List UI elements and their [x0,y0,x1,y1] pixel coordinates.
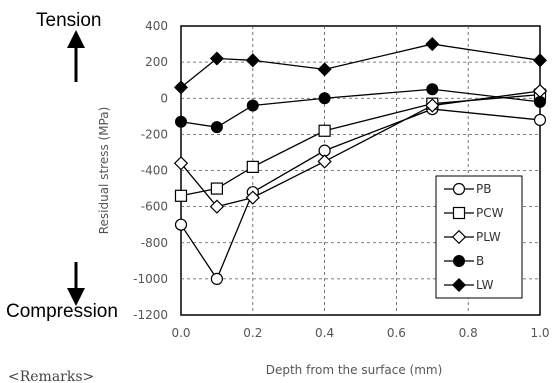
tension-arrow-icon [67,30,85,82]
data-point-lw [245,53,260,68]
y-tick-label: -200 [141,127,168,141]
series-lines [180,43,541,281]
legend-marker-plw [451,229,467,245]
data-point-b [534,95,546,108]
legend-label-pb: PB [476,182,491,196]
tension-label: Tension [36,10,102,31]
legend-marker-b [453,255,465,267]
remarks-label: <Remarks> [8,369,94,383]
legend-marker-pb [452,182,466,196]
legend-marker-pcw [452,206,466,220]
series-line-pb [180,108,541,281]
series-line-plw [180,90,541,208]
legend-label-pcw: PCW [476,206,504,220]
data-point-b [318,92,331,105]
data-point-pb [174,218,188,231]
data-point-pcw [318,124,331,137]
x-tick-label: 0.4 [315,326,334,340]
data-point-lw [425,37,440,52]
y-tick-label: 400 [145,19,168,33]
data-point-lw [317,62,332,77]
data-point-b [426,83,439,96]
data-point-lw [209,51,224,66]
x-axis-ticks: 0.0 0.2 0.4 0.6 0.8 1.0 [171,326,549,340]
data-point-lw [173,80,189,95]
y-tick-label: -400 [141,164,168,178]
legend: PB PCW PLW B LW [435,175,523,299]
series-line-lw [180,43,541,88]
data-point-plw [245,190,260,205]
data-point-b [175,115,187,128]
series-markers [173,37,548,285]
legend-label-plw: PLW [476,230,501,244]
x-tick-label: 0.2 [243,326,262,340]
data-point-b [246,99,259,112]
y-tick-label: 0 [160,91,168,105]
x-tick-label: 0.6 [387,326,406,340]
legend-label-b: B [476,254,484,268]
x-tick-label: 1.0 [530,326,549,340]
data-point-plw [173,156,189,171]
y-tick-label: -1000 [133,272,168,286]
y-tick-label: -600 [141,200,168,214]
data-point-lw [532,53,548,68]
compression-arrow-icon [67,262,85,306]
x-tick-label: 0.0 [171,326,190,340]
y-axis-label: Residual stress (MPa) [97,107,111,235]
series-line-b [180,88,541,128]
x-axis-label: Depth from the surface (mm) [266,363,443,377]
legend-label-lw: LW [476,278,494,292]
data-point-plw [425,98,440,113]
data-point-plw [317,154,332,169]
compression-label: Compression [6,301,118,322]
y-tick-label: -1200 [133,308,168,322]
data-point-pcw [210,182,223,195]
data-point-pcw [246,160,259,173]
y-tick-label: 200 [145,55,168,69]
y-tick-label: -800 [141,236,168,250]
data-point-plw [209,199,225,214]
x-tick-label: 0.8 [459,326,478,340]
data-point-b [210,121,223,134]
data-point-pcw [174,189,188,202]
y-axis-ticks: 400 200 0 -200 -400 -600 -800 -1000 -1200 [133,19,168,322]
data-point-pb [210,272,223,285]
legend-marker-lw [451,277,467,293]
data-point-pb [533,113,547,127]
